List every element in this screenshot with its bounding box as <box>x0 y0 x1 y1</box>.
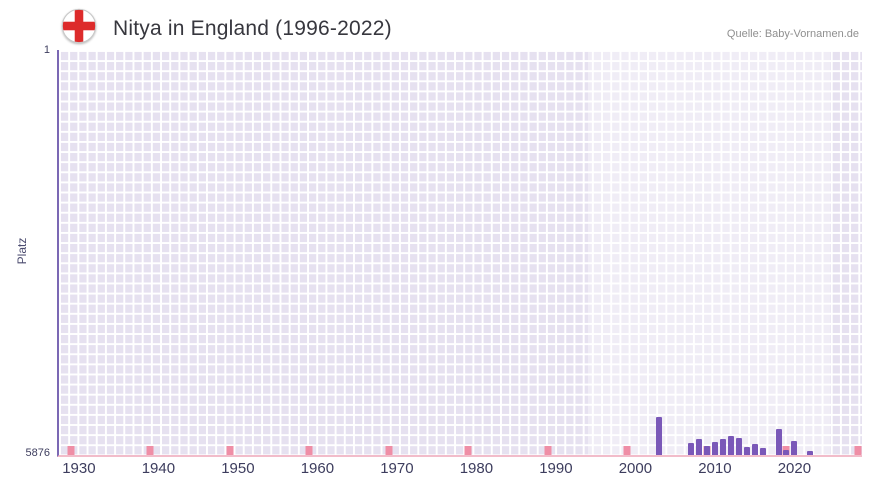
bar-2008 <box>696 438 702 455</box>
bar-2015 <box>751 443 758 455</box>
x-tick-label: 1950 <box>221 460 255 477</box>
highlight-band <box>587 50 831 455</box>
bar-2011 <box>719 438 726 455</box>
x-tick-label: 1980 <box>459 460 494 477</box>
decade-marker <box>544 446 552 455</box>
decade-marker <box>854 446 862 455</box>
x-tick-label: 1940 <box>141 460 176 477</box>
bar-2003 <box>656 416 663 455</box>
england-flag-icon <box>60 7 98 50</box>
y-tick-top: 1 <box>43 44 50 56</box>
y-tick-bottom: 5876 <box>25 447 50 459</box>
decade-marker <box>385 446 393 455</box>
bar-2020 <box>791 440 798 455</box>
decade-marker <box>67 446 75 455</box>
bar-2010 <box>711 442 718 455</box>
bar-2009 <box>703 446 710 455</box>
decade-marker <box>226 446 234 455</box>
bar-2019 <box>783 449 790 455</box>
decade-marker <box>305 446 313 455</box>
x-tick-label: 2020 <box>777 460 812 477</box>
decade-marker <box>146 446 154 455</box>
bar-2012 <box>727 435 734 455</box>
x-tick-label: 2000 <box>618 460 653 477</box>
bar-2007 <box>688 442 695 455</box>
chart-header: Nitya in England (1996-2022) <box>60 7 392 50</box>
x-tick-label: 1930 <box>62 460 96 477</box>
x-tick-label: 2010 <box>698 460 732 477</box>
source-credit: Quelle: Baby-Vornamen.de <box>726 28 859 40</box>
bar-2022 <box>807 451 814 455</box>
bar-2018 <box>775 429 782 455</box>
decade-marker <box>464 446 472 455</box>
x-tick-label: 1990 <box>539 460 573 477</box>
x-tick-label: 1960 <box>300 460 335 477</box>
decade-marker <box>623 446 631 455</box>
page-title: Nitya in England (1996-2022) <box>113 16 392 40</box>
plot-area <box>57 50 862 457</box>
x-axis: 1930 1940 1950 1960 1970 1980 1990 2000 2010 2020 <box>59 460 862 480</box>
x-tick-label: 1970 <box>380 460 414 477</box>
bar-2013 <box>735 438 742 455</box>
bar-2016 <box>759 447 766 455</box>
y-axis-label: Platz <box>15 237 29 265</box>
bar-2014 <box>743 447 750 455</box>
